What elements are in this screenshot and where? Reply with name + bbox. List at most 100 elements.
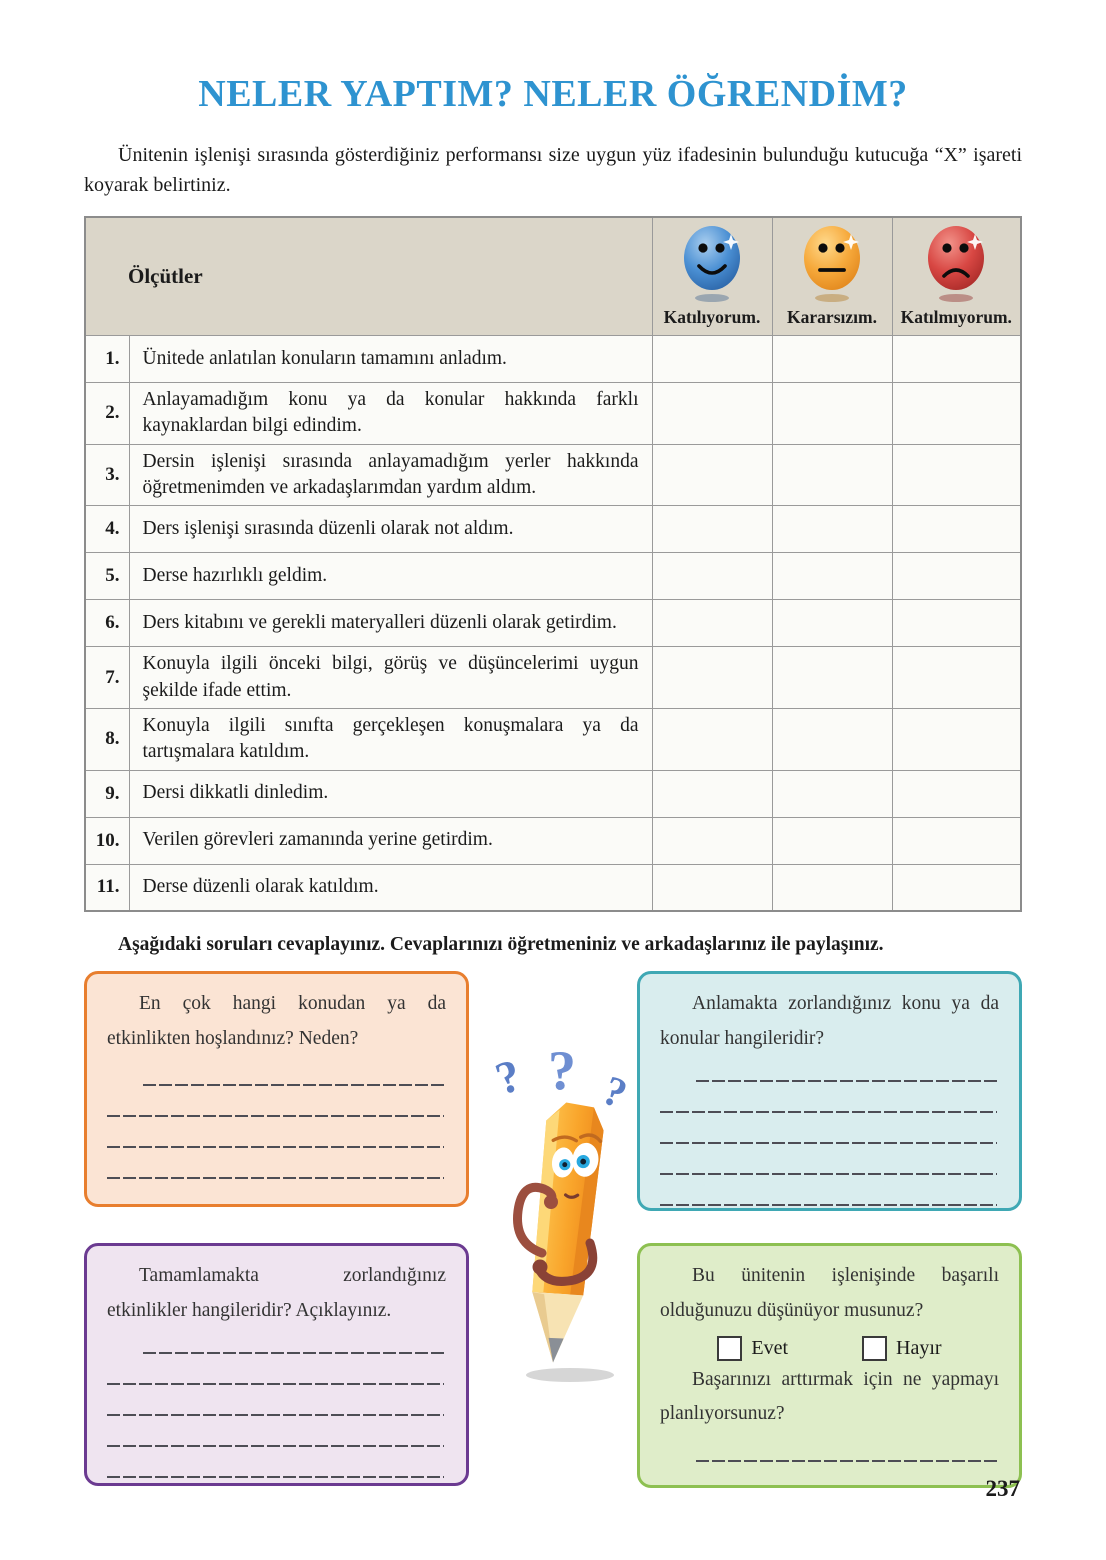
- column-disagree: Katılmıyorum.: [891, 216, 1022, 336]
- column-agree-label: Katılıyorum.: [663, 307, 761, 327]
- answer-cell[interactable]: [651, 335, 773, 383]
- answer-line[interactable]: [660, 1180, 999, 1208]
- svg-text:?: ?: [596, 1068, 633, 1119]
- answer-line[interactable]: [107, 1328, 446, 1359]
- answer-cell[interactable]: [771, 552, 893, 601]
- criterion-text: Konuyla ilgili önceki bilgi, görüş ve dü…: [128, 646, 653, 709]
- improvement-question: Başarınızı arttırmak için ne yapmayı pla…: [660, 1369, 999, 1425]
- happy-face-icon: [684, 226, 740, 302]
- answer-line[interactable]: [660, 1149, 999, 1180]
- answer-line[interactable]: [107, 1122, 446, 1153]
- answer-cell[interactable]: [651, 863, 773, 912]
- answer-line[interactable]: [660, 1431, 999, 1467]
- yes-label: Evet: [751, 1337, 789, 1360]
- answer-cell[interactable]: [771, 646, 893, 709]
- answer-cell[interactable]: [651, 382, 773, 445]
- answer-cell[interactable]: [891, 505, 1022, 554]
- answer-cell[interactable]: [771, 863, 893, 912]
- thinking-pencil-illustration: ? ? ?: [489, 1040, 633, 1382]
- answer-line[interactable]: [107, 1091, 446, 1122]
- answer-cell[interactable]: [651, 505, 773, 554]
- criterion-text: Dersi dikkatli dinledim.: [128, 769, 653, 818]
- answer-cell[interactable]: [651, 769, 773, 818]
- criterion-text: Konuyla ilgili sınıfta gerçekleşen konuş…: [128, 707, 653, 771]
- answer-cell[interactable]: [891, 443, 1022, 507]
- answer-line[interactable]: [107, 1153, 446, 1184]
- svg-text:?: ?: [489, 1049, 527, 1105]
- share-prompt: Aşağıdaki soruları cevaplayınız. Cevapla…: [118, 934, 884, 955]
- no-label: Hayır: [896, 1337, 942, 1360]
- page-number: 237: [985, 1476, 1021, 1501]
- answer-cell[interactable]: [891, 707, 1022, 771]
- row-number: 9.: [84, 769, 130, 818]
- table-row: 6. Ders kitabını ve gerekli materyalleri…: [84, 599, 1022, 648]
- page-title: NELER YAPTIM? NELER ÖĞRENDİM?: [198, 73, 908, 115]
- column-agree: Katılıyorum.: [651, 216, 773, 336]
- page-content: NELER YAPTIM? NELER ÖĞRENDİM? Ünitenin i…: [84, 0, 1022, 1488]
- answer-cell[interactable]: [771, 769, 893, 818]
- answer-line[interactable]: [107, 1452, 446, 1483]
- answer-line[interactable]: [107, 1184, 446, 1204]
- answer-cell[interactable]: [891, 863, 1022, 912]
- answer-cell[interactable]: [651, 552, 773, 601]
- column-undecided-label: Kararsızım.: [787, 307, 877, 327]
- favorite-topic-question: En çok hangi konudan ya da etkinlikten h…: [107, 993, 446, 1050]
- yes-no-row: Evet Hayır: [660, 1336, 999, 1362]
- answer-cell[interactable]: [891, 646, 1022, 709]
- answer-cell[interactable]: [771, 382, 893, 445]
- self-evaluation-table: Ölçütler: [84, 216, 1022, 912]
- row-number: 6.: [84, 599, 130, 648]
- success-box: Bu ünitenin işlenişinde başarılı olduğun…: [637, 1243, 1022, 1488]
- answer-cell[interactable]: [771, 443, 893, 507]
- criterion-text: Ünitede anlatılan konuların tamamını anl…: [128, 335, 653, 383]
- svg-text:?: ?: [548, 1040, 576, 1102]
- criteria-header: Ölçütler: [84, 216, 653, 336]
- answer-cell[interactable]: [771, 505, 893, 554]
- answer-cell[interactable]: [771, 599, 893, 648]
- hard-topics-box: Anlamakta zorlandığınız konu ya da konul…: [637, 971, 1022, 1211]
- table-row: 4. Ders işlenişi sırasında düzenli olara…: [84, 505, 1022, 554]
- answer-cell[interactable]: [891, 335, 1022, 383]
- table-row: 8. Konuyla ilgili sınıfta gerçekleşen ko…: [84, 707, 1022, 771]
- answer-cell[interactable]: [891, 769, 1022, 818]
- answer-line[interactable]: [107, 1390, 446, 1421]
- answer-line[interactable]: [660, 1056, 999, 1087]
- answer-cell[interactable]: [771, 335, 893, 383]
- criterion-text: Dersin işlenişi sırasında anlayamadığım …: [128, 443, 653, 507]
- answer-line[interactable]: [107, 1060, 446, 1091]
- row-number: 8.: [84, 707, 130, 771]
- answer-cell[interactable]: [651, 443, 773, 507]
- criterion-text: Derse düzenli olarak katıldım.: [128, 863, 653, 912]
- column-undecided: Kararsızım.: [771, 216, 893, 336]
- table-row: 7. Konuyla ilgili önceki bilgi, görüş ve…: [84, 646, 1022, 709]
- criterion-text: Anlayamadığım konu ya da konular hakkınd…: [128, 382, 653, 445]
- row-number: 7.: [84, 646, 130, 709]
- table-row: 9. Dersi dikkatli dinledim.: [84, 769, 1022, 818]
- criterion-text: Derse hazırlıklı geldim.: [128, 552, 653, 601]
- row-number: 11.: [84, 863, 130, 912]
- answer-line[interactable]: [660, 1087, 999, 1118]
- answer-cell[interactable]: [891, 599, 1022, 648]
- hard-activities-question: Tamamlamakta zorlandığınız etkinlikler h…: [107, 1265, 446, 1322]
- sad-face-icon: [928, 226, 985, 302]
- table-header-row: Ölçütler: [84, 216, 1022, 336]
- answer-cell[interactable]: [651, 707, 773, 771]
- answer-cell[interactable]: [891, 382, 1022, 445]
- answer-line[interactable]: [660, 1467, 999, 1485]
- answer-line[interactable]: [107, 1359, 446, 1390]
- answer-cell[interactable]: [891, 816, 1022, 865]
- answer-cell[interactable]: [651, 646, 773, 709]
- yes-checkbox[interactable]: [717, 1336, 743, 1362]
- row-number: 4.: [84, 505, 130, 554]
- answer-cell[interactable]: [891, 552, 1022, 601]
- answer-cell[interactable]: [651, 816, 773, 865]
- answer-cell[interactable]: [651, 599, 773, 648]
- table-row: 10. Verilen görevleri zamanında yerine g…: [84, 816, 1022, 865]
- no-checkbox[interactable]: [862, 1336, 888, 1362]
- hard-topics-question: Anlamakta zorlandığınız konu ya da konul…: [660, 993, 999, 1050]
- answer-line[interactable]: [660, 1118, 999, 1149]
- answer-cell[interactable]: [771, 816, 893, 865]
- answer-cell[interactable]: [771, 707, 893, 771]
- answer-line[interactable]: [107, 1421, 446, 1452]
- question-boxes: En çok hangi konudan ya da etkinlikten h…: [84, 971, 1022, 1488]
